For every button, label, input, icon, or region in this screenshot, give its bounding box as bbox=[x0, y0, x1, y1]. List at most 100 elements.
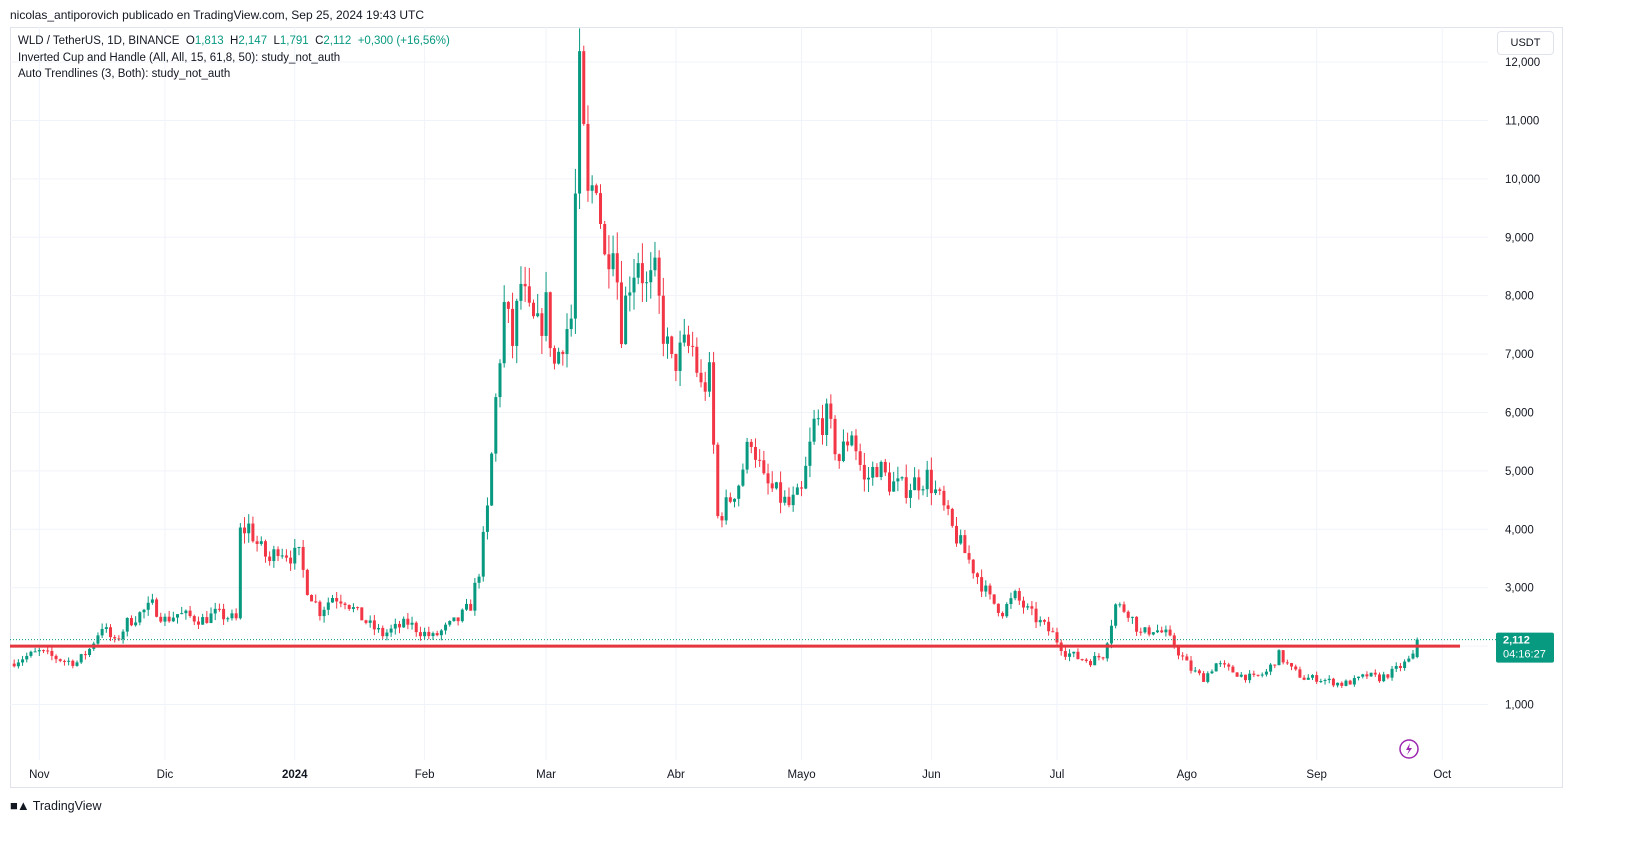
candle bbox=[21, 655, 25, 666]
candle-body bbox=[423, 631, 427, 637]
chart-frame bbox=[10, 27, 1563, 788]
candle bbox=[779, 471, 783, 514]
candle-body bbox=[829, 403, 833, 419]
candle bbox=[1034, 601, 1038, 629]
candle-body bbox=[946, 505, 950, 509]
x-axis-labels: Nov Dic 2024 Feb Mar Abr Mayo Jun Jul Ago Sep Oct bbox=[29, 769, 1452, 781]
candle bbox=[1377, 672, 1381, 683]
tradingview-logo[interactable]: ■▲ TradingView bbox=[10, 798, 102, 813]
candle bbox=[925, 460, 929, 497]
candle-body bbox=[753, 446, 757, 460]
candle-body bbox=[636, 263, 640, 278]
candle bbox=[155, 597, 159, 618]
candle bbox=[1126, 610, 1130, 622]
candle bbox=[657, 250, 661, 314]
candle bbox=[1411, 649, 1415, 660]
candle bbox=[661, 277, 665, 357]
currency-unit-button[interactable]: USDT bbox=[1497, 31, 1554, 55]
candle bbox=[762, 450, 766, 475]
candle bbox=[707, 351, 711, 397]
symbol-label[interactable]: WLD / TetherUS, 1D, BINANCE bbox=[18, 35, 180, 47]
candle-body bbox=[310, 595, 314, 602]
candle-body bbox=[1210, 671, 1214, 674]
x-tick-label: Jul bbox=[1050, 769, 1065, 781]
candle-body bbox=[1227, 664, 1231, 667]
candle-body bbox=[1407, 658, 1411, 662]
candle-body bbox=[1323, 680, 1327, 682]
candle bbox=[1076, 648, 1080, 660]
candle bbox=[351, 603, 355, 613]
candle bbox=[1310, 674, 1314, 681]
candle bbox=[1185, 653, 1189, 661]
candle-body bbox=[1264, 671, 1268, 675]
candle bbox=[159, 612, 163, 624]
candle-body bbox=[301, 547, 305, 570]
candle bbox=[636, 252, 640, 285]
candle-body bbox=[1097, 655, 1101, 658]
candle-body bbox=[293, 547, 297, 564]
y-axis-labels: 1,0002,0003,0004,0005,0006,0007,0008,000… bbox=[1505, 57, 1540, 711]
candles bbox=[12, 28, 1419, 689]
candle-body bbox=[1398, 666, 1402, 669]
candle-body bbox=[444, 624, 448, 631]
candle-body bbox=[850, 435, 854, 446]
candle bbox=[1068, 649, 1072, 662]
candle-body bbox=[686, 334, 690, 346]
candle-body bbox=[938, 489, 942, 491]
candle bbox=[343, 602, 347, 610]
candle-body bbox=[825, 403, 829, 435]
candle bbox=[494, 393, 498, 462]
candle bbox=[787, 487, 791, 508]
candle-body bbox=[615, 253, 619, 283]
candle-body bbox=[996, 603, 1000, 613]
x-tick-label: Oct bbox=[1433, 769, 1452, 781]
lightning-icon[interactable] bbox=[1399, 739, 1419, 759]
candle-body bbox=[1394, 666, 1398, 669]
candle bbox=[590, 175, 594, 204]
last-price-tag: 2,112 04:16:27 bbox=[1496, 632, 1554, 663]
candle bbox=[318, 600, 322, 621]
candle bbox=[1382, 671, 1386, 683]
candle bbox=[783, 490, 787, 506]
candle-body bbox=[1139, 631, 1143, 633]
candle-body bbox=[1080, 659, 1084, 661]
candle bbox=[1030, 601, 1034, 616]
candle bbox=[753, 438, 757, 468]
candle bbox=[561, 350, 565, 366]
candle-body bbox=[1105, 643, 1109, 659]
candle bbox=[582, 45, 586, 126]
candle-body bbox=[846, 441, 850, 446]
candle bbox=[138, 611, 142, 626]
candle-body bbox=[498, 363, 502, 398]
candle bbox=[850, 431, 854, 447]
candle bbox=[766, 463, 770, 495]
candle bbox=[682, 318, 686, 347]
candle bbox=[1365, 671, 1369, 679]
candle-body bbox=[330, 598, 334, 603]
candle-body bbox=[1377, 674, 1381, 682]
candle-body bbox=[862, 464, 866, 480]
candle bbox=[1093, 651, 1097, 666]
study-row-1[interactable]: Inverted Cup and Handle (All, All, 15, 6… bbox=[18, 51, 341, 64]
x-tick-label: Nov bbox=[29, 769, 50, 781]
candle-body bbox=[1047, 621, 1051, 632]
candle-body bbox=[632, 277, 636, 293]
candle-body bbox=[544, 292, 548, 336]
study-row-2[interactable]: Auto Trendlines (3, Both): study_not_aut… bbox=[18, 68, 231, 80]
y-tick-label: 4,000 bbox=[1505, 524, 1534, 536]
x-tick-label: Abr bbox=[667, 769, 685, 781]
candle-body bbox=[1340, 682, 1344, 686]
candle bbox=[402, 616, 406, 628]
candle bbox=[498, 359, 502, 408]
candle bbox=[1277, 649, 1281, 666]
candle bbox=[326, 597, 330, 616]
candle-body bbox=[532, 302, 536, 317]
candle bbox=[758, 449, 762, 467]
candle bbox=[1130, 616, 1134, 624]
candle-body bbox=[582, 51, 586, 124]
candle-body bbox=[666, 336, 670, 344]
candle bbox=[293, 539, 297, 570]
candle bbox=[599, 184, 603, 229]
candle-body bbox=[661, 295, 665, 344]
